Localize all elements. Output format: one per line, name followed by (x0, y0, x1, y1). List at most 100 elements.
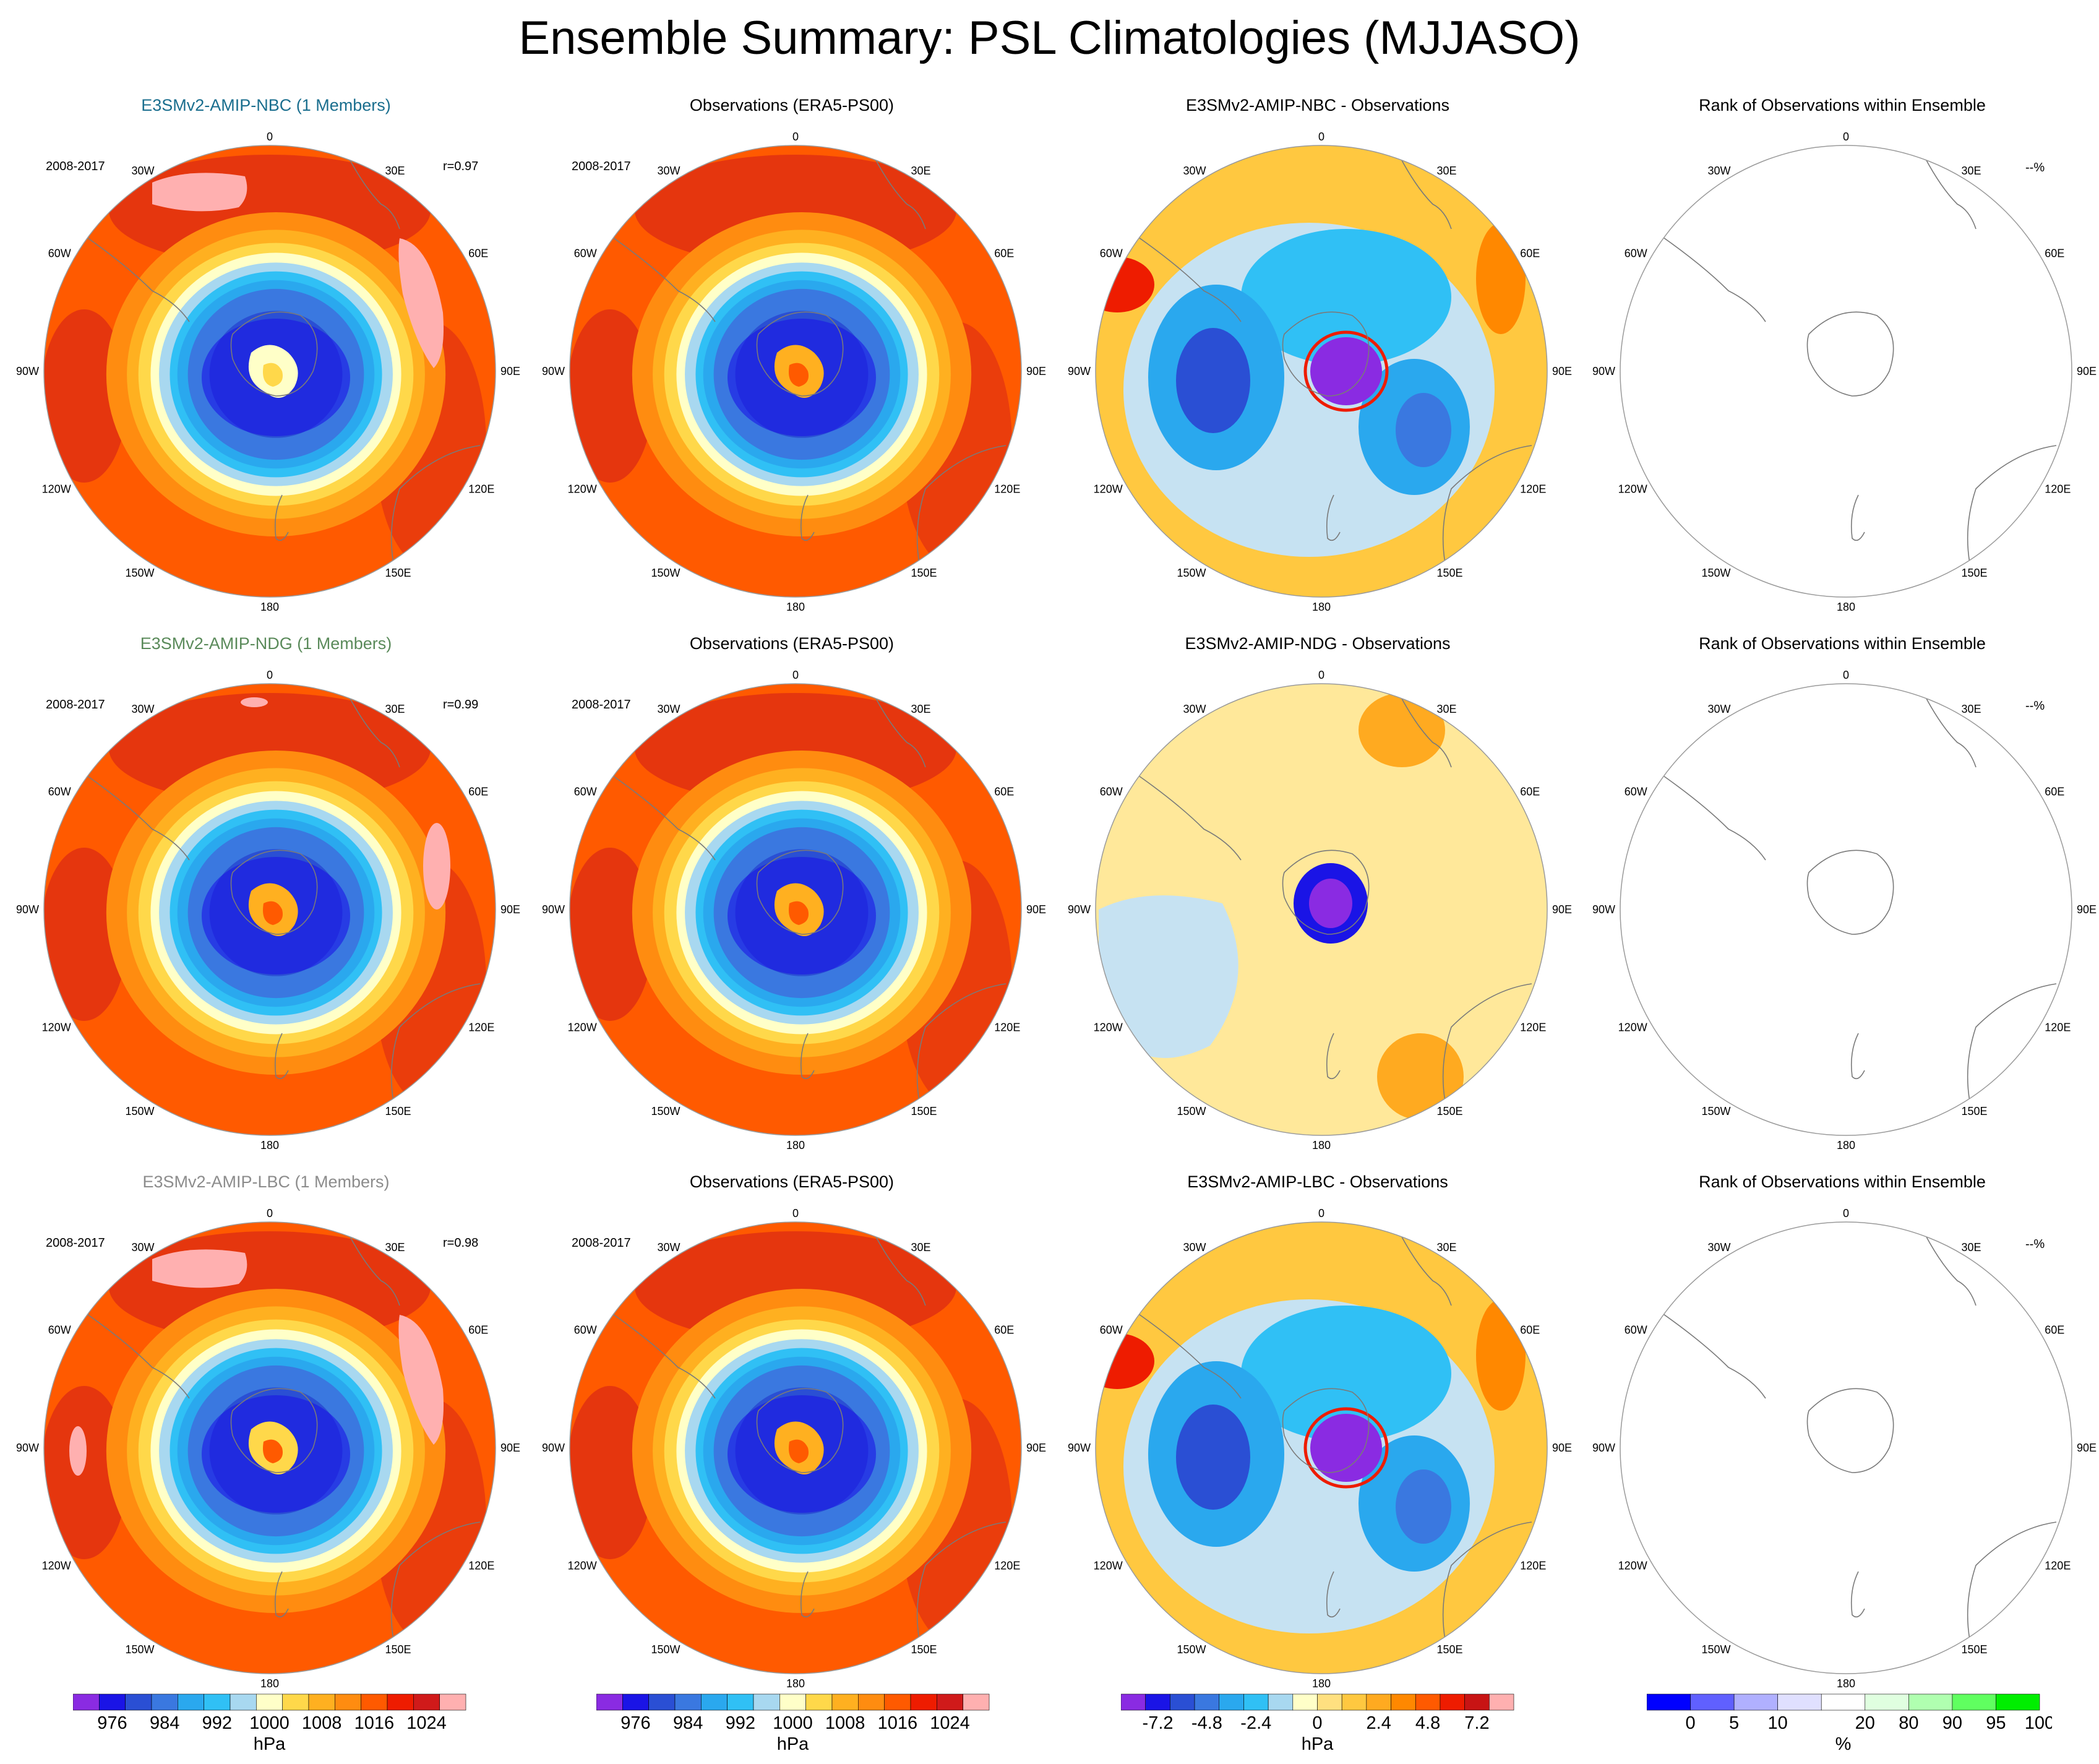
panel-title: E3SMv2-AMIP-NBC - Observations (1185, 96, 1450, 114)
map-content (1096, 1222, 1547, 1674)
coastal-anomaly (1303, 1407, 1389, 1489)
coastline-south-america (1641, 222, 1766, 322)
map-boundary (569, 1221, 1022, 1674)
antarctic-plateau (263, 901, 283, 925)
longitude-label: 150E (385, 567, 411, 579)
diff-panel: E3SMv2-AMIP-NBC - Observations 0 30E 60E 90E… (1055, 96, 1580, 634)
longitude-label: 180 (1837, 601, 1855, 613)
longitude-label: 60E (1520, 1324, 1540, 1336)
panel-title: Observations (ERA5-PS00) (689, 1172, 895, 1191)
longitude-label: 150W (1701, 567, 1730, 579)
longitude-label: 0 (267, 1207, 273, 1220)
colorbar-tick: 984 (673, 1713, 703, 1733)
high-pressure-patch (44, 309, 127, 483)
coastline-new-zealand (1850, 494, 1865, 541)
longitude-label: 90E (2077, 365, 2097, 377)
high-pressure-patch (44, 1386, 127, 1559)
colorbar-tick: 1024 (406, 1713, 447, 1733)
coastline-antarctica (1806, 311, 1894, 397)
longitude-label: 0 (1843, 131, 1849, 143)
field-contours (570, 684, 1021, 1135)
difference-contours (1096, 684, 1547, 1135)
colorbar-swatch (1341, 1693, 1367, 1711)
longitude-label: 90E (1552, 365, 1572, 377)
colorbar-swatch (727, 1693, 754, 1711)
longitude-label: 0 (1318, 131, 1324, 143)
longitude-label: 0 (1843, 1207, 1849, 1220)
longitude-label: 150E (911, 1105, 937, 1117)
panel-title: E3SMv2-AMIP-NDG - Observations (1185, 634, 1451, 653)
longitude-label: 90W (1592, 365, 1615, 377)
longitude-label: 30W (1183, 1241, 1206, 1254)
map-content (44, 684, 496, 1135)
map-boundary (569, 683, 1022, 1136)
longitude-label: 120E (2045, 1560, 2071, 1572)
colorbar-swatch (1292, 1693, 1318, 1711)
colorbar-swatch (1952, 1693, 1996, 1711)
map-content (1620, 145, 2072, 597)
longitude-label: 120E (1520, 1560, 1546, 1572)
longitude-label: 90W (542, 365, 565, 377)
longitude-label: 0 (267, 131, 273, 143)
longitude-label: 120W (42, 483, 71, 496)
polar-map: 0 30E 60E 90E 120E 150E 180 150W 120W 90W 60W 30W --… (1592, 669, 2097, 1151)
longitude-label: 150W (125, 1105, 154, 1117)
longitude-label: 30E (911, 165, 931, 177)
longitude-label: 120E (1520, 483, 1546, 496)
coastline-new-zealand (274, 1033, 289, 1080)
antarctic-plateau (789, 901, 809, 925)
coastline-africa (869, 1224, 926, 1306)
coastline-south-america (65, 1299, 190, 1399)
coastline-antarctica (230, 311, 318, 397)
map-content (1096, 145, 1547, 597)
colorbar-swatch (72, 1693, 100, 1711)
field-background (1620, 145, 2072, 597)
coastline-africa (1395, 148, 1452, 230)
longitude-label: 120W (1094, 1022, 1123, 1034)
longitude-label: 30E (1962, 703, 1981, 715)
longitude-label: 60W (574, 786, 597, 798)
colorbar-unit: hPa (1302, 1734, 1334, 1754)
correlation-label: r=0.99 (443, 698, 478, 712)
coastal-anomaly (1303, 330, 1389, 412)
longitude-label: 150W (125, 1643, 154, 1656)
colorbar-swatch (125, 1693, 152, 1711)
map-boundary (43, 1221, 496, 1674)
longitude-label: 150W (651, 567, 680, 579)
coastline-south-america (1117, 222, 1242, 322)
map-content (44, 145, 496, 597)
longitude-label: 90E (2077, 903, 2097, 916)
longitude-label: 0 (792, 1207, 799, 1220)
longitude-label: 90E (1552, 1442, 1572, 1454)
longitude-label: 60W (1625, 786, 1647, 798)
colorbar-swatch (282, 1693, 309, 1711)
coastline-new-zealand (800, 1033, 815, 1080)
polar-map: 0 30E 60E 90E 120E 150E 180 150W 120W 90W 60W 30W 20… (542, 131, 1046, 613)
longitude-label: 120W (1094, 1560, 1123, 1572)
panel-title: E3SMv2-AMIP-LBC - Observations (1187, 1172, 1448, 1191)
longitude-label: 60E (994, 1324, 1014, 1336)
coastline-africa (1920, 686, 1977, 768)
pressure-maximum (241, 697, 268, 707)
longitude-label: 120E (2045, 483, 2071, 496)
longitude-label: 90W (542, 903, 565, 916)
map-boundary (1620, 145, 2072, 598)
polar-map: 0 30E 60E 90E 120E 150E 180 150W 120W 90W 60W 30W (1068, 131, 1572, 613)
colorbar-swatch (1690, 1693, 1735, 1711)
pressure-maximum (398, 1315, 444, 1445)
longitude-label: 60E (2045, 247, 2064, 260)
panel-title: Observations (ERA5-PS00) (689, 634, 895, 653)
colorbar-swatch (1145, 1693, 1170, 1711)
longitude-label: 90W (16, 365, 39, 377)
coastline-new-zealand (1850, 1033, 1865, 1080)
coastline-africa (1920, 148, 1977, 230)
colorbar-tick: 1024 (930, 1713, 970, 1733)
positive-anomaly (1096, 257, 1154, 312)
map-boundary (1620, 683, 2072, 1136)
colorbar-swatch (361, 1693, 388, 1711)
coastline-antarctica (1282, 311, 1370, 397)
colorbar-tick: 20 (1855, 1713, 1875, 1733)
positive-anomaly (1377, 1033, 1464, 1120)
longitude-label: 180 (260, 1677, 279, 1690)
longitude-label: 60E (2045, 1324, 2064, 1336)
